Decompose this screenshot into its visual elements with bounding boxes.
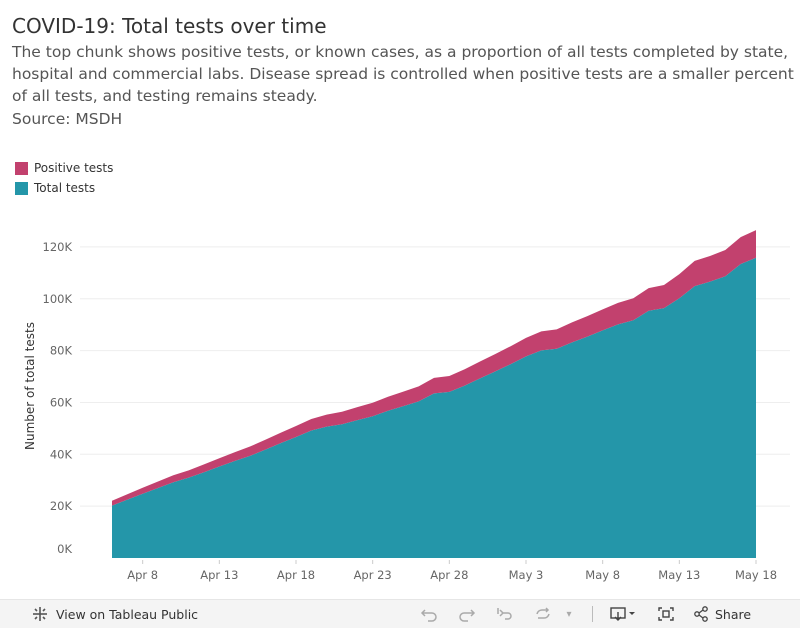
x-tick-label: May 18 (735, 568, 777, 582)
redo-icon[interactable] (456, 604, 478, 624)
x-tick-label: Apr 18 (277, 568, 315, 582)
legend-swatch-total (15, 181, 28, 195)
refresh-dropdown-icon[interactable]: ▾ (566, 608, 572, 620)
y-tick-label: 20K (50, 499, 73, 513)
share-label: Share (715, 606, 752, 622)
x-axis-ticks: Apr 8 Apr 13 Apr 18 Apr 23 Apr 28 May 3 May 8 M… (127, 560, 777, 582)
y-tick-label: 0K (57, 542, 72, 556)
view-on-tableau-link[interactable]: View on Tableau Public (32, 606, 198, 622)
legend-item-total[interactable]: Total tests (15, 178, 113, 198)
area-positive-tests[interactable] (112, 230, 756, 506)
legend-label-positive: Positive tests (34, 161, 114, 175)
chart-subtitle: The top chunk shows positive tests, or k… (12, 43, 794, 105)
y-tick-label: 40K (50, 447, 73, 461)
share-icon (694, 606, 708, 622)
x-tick-label: Apr 8 (127, 568, 158, 582)
legend: Positive tests Total tests (15, 158, 113, 198)
chart-source: Source: MSDH (12, 110, 123, 128)
x-tick-label: May 13 (658, 568, 700, 582)
x-tick-label: Apr 23 (354, 568, 392, 582)
x-tick-label: Apr 28 (430, 568, 468, 582)
download-icon[interactable] (609, 604, 639, 624)
area-total-tests[interactable] (112, 257, 756, 558)
chart-areas (112, 230, 756, 558)
legend-item-positive[interactable]: Positive tests (15, 158, 113, 178)
tableau-logo-icon (33, 607, 47, 621)
tableau-footer: View on Tableau Public ▾ Share (0, 599, 800, 628)
y-axis-label: Number of total tests (23, 322, 37, 450)
y-tick-label: 80K (50, 344, 73, 358)
x-tick-label: Apr 13 (200, 568, 238, 582)
area-chart[interactable]: 0K 20K 40K 60K 80K 100K 120K Apr 8 Apr 13 Apr 18… (0, 0, 800, 600)
view-on-tableau-label: View on Tableau Public (56, 606, 199, 622)
legend-label-total: Total tests (34, 181, 96, 195)
y-axis-ticks: 0K 20K 40K 60K 80K 100K 120K (43, 240, 73, 556)
y-tick-label: 120K (43, 240, 73, 254)
legend-swatch-positive (15, 161, 28, 175)
undo-icon[interactable] (418, 604, 440, 624)
x-tick-label: May 8 (585, 568, 620, 582)
revert-icon[interactable] (494, 604, 516, 624)
x-tick-label: May 3 (509, 568, 544, 582)
y-tick-label: 60K (50, 395, 73, 409)
share-button[interactable]: Share (693, 606, 751, 622)
chart-title: COVID-19: Total tests over time (12, 14, 327, 38)
toolbar-separator (592, 606, 593, 622)
refresh-icon[interactable] (532, 604, 554, 624)
fullscreen-icon[interactable] (655, 604, 677, 624)
y-tick-label: 100K (43, 292, 73, 306)
